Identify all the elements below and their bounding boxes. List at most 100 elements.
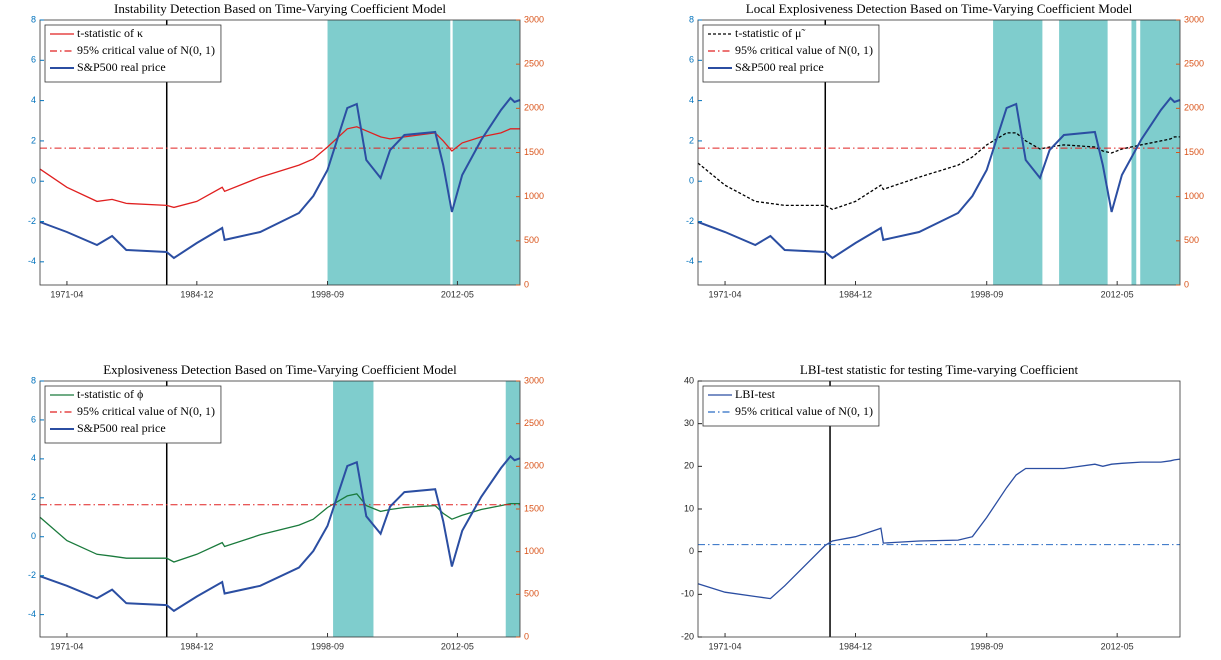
- legend-label: LBI-test: [735, 387, 776, 401]
- y-tick-label: 4: [31, 453, 36, 463]
- series-line: [39, 96, 521, 260]
- legend: t-statistic of ϕ 95% critical value of N(…: [44, 385, 222, 444]
- y-tick-label: 0: [689, 176, 694, 186]
- panel: Explosiveness Detection Based on Time-Va…: [28, 362, 544, 651]
- series-line: [39, 126, 520, 209]
- y-tick-label: 40: [684, 375, 694, 385]
- legend-label: t-statistic of ϕ: [77, 387, 143, 401]
- y-tick-label: 2: [31, 492, 36, 502]
- chart-title: Explosiveness Detection Based on Time-Va…: [103, 362, 457, 377]
- x-tick-label: 1971-04: [709, 641, 742, 651]
- legend-label: 95% critical value of N(0, 1): [77, 43, 215, 57]
- panel: Instability Detection Based on Time-Vary…: [28, 1, 544, 299]
- legend-label: 95% critical value of N(0, 1): [77, 404, 215, 418]
- y-tick-label: -4: [28, 256, 36, 266]
- y2-tick-label: 2000: [1184, 103, 1204, 113]
- panel: Local Explosiveness Detection Based on T…: [686, 1, 1204, 299]
- y-tick-label: 8: [31, 14, 36, 24]
- legend-label: 95% critical value of N(0, 1): [735, 43, 873, 57]
- legend-box: [702, 385, 880, 427]
- y-tick-label: 2: [31, 135, 36, 145]
- shaded-region: [1140, 20, 1180, 285]
- y-tick-label: -2: [28, 216, 36, 226]
- panel: LBI-test statistic for testing Time-vary…: [681, 362, 1181, 651]
- x-tick-label: 1984-12: [839, 641, 872, 651]
- series-line: [39, 454, 521, 613]
- legend: LBI-test 95% critical value of N(0, 1): [702, 385, 880, 427]
- y2-tick-label: 3000: [524, 14, 544, 24]
- legend-label: t-statistic of μ̃: [735, 26, 805, 40]
- x-tick-label: 1984-12: [839, 289, 872, 299]
- y2-tick-label: 2500: [524, 418, 544, 428]
- chart-title: Instability Detection Based on Time-Vary…: [114, 1, 446, 16]
- legend: t-statistic of κ 95% critical value of N(…: [44, 24, 222, 83]
- y2-tick-label: 2000: [524, 103, 544, 113]
- y2-tick-label: 3000: [1184, 14, 1204, 24]
- y-tick-label: -4: [28, 609, 36, 619]
- y-tick-label: 8: [689, 14, 694, 24]
- series-line: [697, 458, 1181, 600]
- x-tick-label: 1971-04: [50, 641, 83, 651]
- x-tick-label: 1971-04: [50, 289, 83, 299]
- y2-tick-label: 1500: [524, 147, 544, 157]
- y2-tick-label: 3000: [524, 375, 544, 385]
- y-tick-label: 6: [689, 55, 694, 65]
- y2-tick-label: 0: [1184, 279, 1189, 289]
- y2-tick-label: 0: [524, 279, 529, 289]
- y-tick-label: 2: [689, 135, 694, 145]
- legend-label: 95% critical value of N(0, 1): [735, 404, 873, 418]
- y-tick-label: 6: [31, 414, 36, 424]
- series-line: [697, 96, 1181, 260]
- chart-title: LBI-test statistic for testing Time-vary…: [800, 362, 1079, 377]
- legend-label: S&P500 real price: [735, 60, 824, 74]
- y2-tick-label: 500: [524, 235, 539, 245]
- y2-tick-label: 1000: [524, 191, 544, 201]
- y-tick-label: -20: [681, 631, 694, 641]
- y2-tick-label: 1500: [1184, 147, 1204, 157]
- y-tick-label: -10: [681, 589, 694, 599]
- y-tick-label: 10: [684, 503, 694, 513]
- y2-tick-label: 500: [1184, 235, 1199, 245]
- legend: t-statistic of μ̃ 95% critical value of N…: [702, 24, 880, 83]
- y-tick-label: 0: [31, 176, 36, 186]
- x-tick-label: 1998-09: [311, 641, 344, 651]
- legend-box: [44, 385, 222, 444]
- y-tick-label: -2: [28, 570, 36, 580]
- y2-tick-label: 0: [524, 631, 529, 641]
- x-tick-label: 1984-12: [180, 289, 213, 299]
- y-tick-label: 0: [31, 531, 36, 541]
- y2-tick-label: 1000: [524, 546, 544, 556]
- y-tick-label: 8: [31, 375, 36, 385]
- legend-label: t-statistic of κ: [77, 26, 143, 40]
- y2-tick-label: 1500: [524, 503, 544, 513]
- shaded-region: [993, 20, 1043, 285]
- shaded-region: [452, 20, 520, 285]
- y-tick-label: -2: [686, 216, 694, 226]
- series-line: [697, 132, 1180, 211]
- y2-tick-label: 500: [524, 589, 539, 599]
- y2-tick-label: 2500: [524, 59, 544, 69]
- x-tick-label: 2012-05: [1101, 289, 1134, 299]
- y-tick-label: 4: [689, 95, 694, 105]
- shaded-region: [505, 381, 520, 637]
- chart-title: Local Explosiveness Detection Based on T…: [746, 1, 1133, 16]
- legend-label: S&P500 real price: [77, 60, 166, 74]
- x-tick-label: 1998-09: [970, 289, 1003, 299]
- legend-box: [702, 24, 880, 83]
- x-tick-label: 2012-05: [441, 289, 474, 299]
- y2-tick-label: 1000: [1184, 191, 1204, 201]
- x-tick-label: 1998-09: [311, 289, 344, 299]
- legend-box: [44, 24, 222, 83]
- x-tick-label: 1971-04: [709, 289, 742, 299]
- legend-label: S&P500 real price: [77, 421, 166, 435]
- y-tick-label: 6: [31, 55, 36, 65]
- y-tick-label: 20: [684, 461, 694, 471]
- x-tick-label: 2012-05: [441, 641, 474, 651]
- y-tick-label: 4: [31, 95, 36, 105]
- shaded-region: [333, 381, 374, 637]
- series-line: [39, 493, 520, 563]
- y2-tick-label: 2000: [524, 461, 544, 471]
- x-tick-label: 2012-05: [1101, 641, 1134, 651]
- y2-tick-label: 2500: [1184, 59, 1204, 69]
